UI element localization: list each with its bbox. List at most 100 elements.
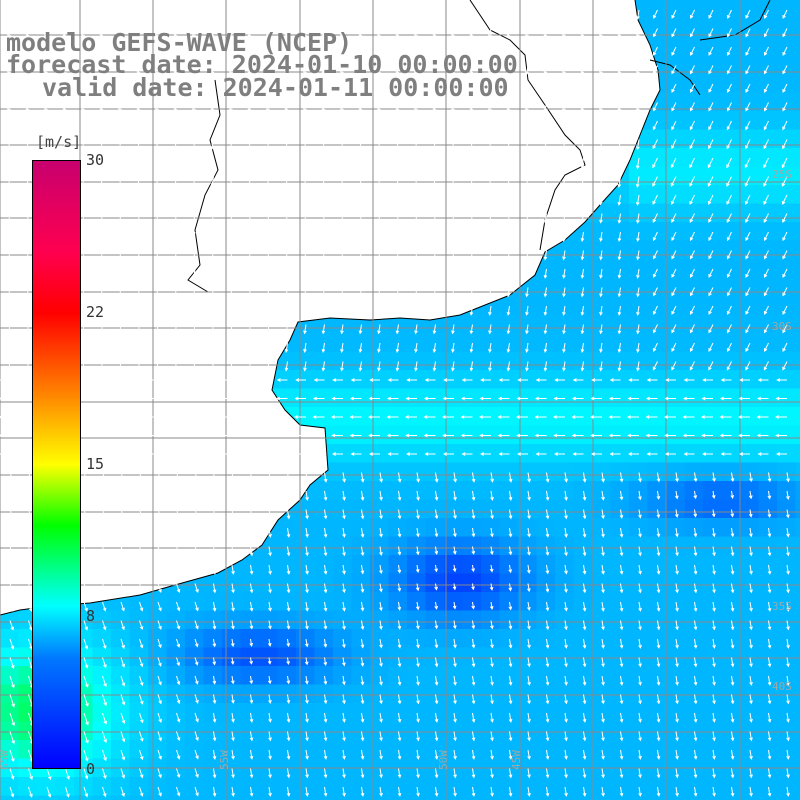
wind-arrow — [192, 65, 196, 76]
wind-arrow — [249, 749, 254, 760]
wind-arrow — [340, 324, 344, 335]
wind-arrow — [627, 433, 639, 438]
wind-arrow — [726, 102, 732, 112]
wind-arrow — [358, 268, 363, 279]
wind-arrow — [786, 712, 790, 723]
wind-arrow — [7, 342, 11, 353]
wind-arrow — [139, 546, 144, 556]
wind-arrow — [157, 620, 162, 631]
wind-arrow — [453, 675, 457, 686]
wind-arrow — [157, 749, 162, 760]
wind-arrow — [469, 139, 474, 150]
wind-arrow — [638, 731, 642, 742]
wind-arrow — [582, 472, 587, 483]
wind-arrow — [239, 396, 251, 401]
wind-arrow — [81, 231, 85, 242]
wind-arrow — [434, 712, 439, 723]
wind-arrow — [545, 564, 550, 575]
wind-arrow — [525, 287, 529, 298]
wind-arrow — [305, 694, 309, 705]
wind-arrow — [379, 527, 383, 538]
wind-arrow — [313, 378, 325, 382]
wind-arrow — [580, 250, 585, 261]
wind-arrow — [157, 527, 162, 538]
wind-arrow — [656, 620, 661, 631]
wind-arrow — [229, 194, 233, 206]
wind-arrow — [707, 157, 714, 169]
wind-arrow — [210, 102, 215, 113]
wind-arrow — [506, 342, 511, 353]
wind-arrow — [173, 102, 178, 113]
wind-arrow — [102, 638, 107, 650]
wind-arrow — [571, 415, 584, 419]
wind-arrow — [176, 638, 181, 648]
wind-arrow — [527, 583, 531, 593]
wind-arrow — [395, 46, 400, 57]
wind-arrow — [786, 601, 790, 612]
wind-arrow — [25, 120, 30, 132]
wind-arrow — [652, 250, 658, 260]
wind-arrow — [416, 786, 420, 797]
wind-arrow — [757, 378, 769, 382]
wind-arrow — [249, 675, 254, 685]
wind-arrow — [720, 452, 732, 456]
wind-arrow — [564, 712, 568, 723]
wind-arrow — [340, 176, 344, 188]
wind-arrow — [738, 415, 750, 419]
wind-arrow — [118, 194, 122, 206]
wind-arrow — [689, 194, 695, 205]
wind-arrow — [767, 564, 772, 575]
wind-arrow — [712, 768, 716, 779]
wind-arrow — [525, 139, 529, 150]
wind-arrow — [9, 620, 15, 631]
wind-arrow — [340, 9, 344, 20]
wind-arrow — [358, 65, 363, 76]
wind-arrow — [377, 305, 381, 316]
wind-arrow — [395, 268, 400, 279]
wind-arrow — [258, 452, 269, 456]
wind-arrow — [397, 509, 402, 520]
wind-arrow — [564, 620, 568, 631]
wind-arrow — [434, 731, 439, 742]
wind-arrow — [377, 9, 381, 20]
wind-arrow — [562, 361, 566, 372]
wind-arrow — [652, 268, 658, 278]
wind-arrow — [414, 83, 418, 94]
wind-arrow — [638, 768, 642, 779]
wind-arrow — [91, 452, 103, 456]
wind-arrow — [708, 250, 714, 260]
wind-arrow — [323, 583, 328, 594]
wind-arrow — [671, 102, 677, 112]
wind-arrow — [424, 378, 436, 382]
wind-arrow — [580, 361, 585, 372]
wind-arrow — [102, 527, 107, 538]
wind-arrow — [229, 157, 233, 169]
wind-arrow — [617, 305, 622, 316]
wind-arrow — [118, 102, 122, 113]
wind-arrow — [763, 287, 769, 297]
wind-arrow — [665, 452, 676, 456]
wind-arrow — [708, 361, 714, 371]
wind-arrow — [671, 324, 677, 334]
wind-arrow — [266, 305, 270, 317]
wind-arrow — [564, 527, 568, 538]
wind-arrow — [128, 378, 140, 382]
wind-arrow — [726, 120, 732, 131]
wind-arrow — [342, 601, 346, 612]
wind-arrow — [139, 638, 144, 649]
wind-arrow — [506, 157, 511, 169]
wind-arrow — [9, 472, 14, 483]
wind-arrow — [323, 601, 328, 612]
wind-arrow — [358, 361, 363, 372]
wind-arrow — [479, 433, 491, 438]
wind-arrow — [599, 28, 603, 39]
wind-arrow — [712, 620, 716, 631]
wind-arrow — [249, 694, 254, 704]
wind-arrow — [231, 546, 235, 557]
wind-arrow — [767, 712, 772, 723]
wind-arrow — [303, 194, 307, 206]
wind-arrow — [564, 638, 568, 649]
wind-arrow — [451, 157, 455, 169]
wind-arrow — [231, 527, 235, 538]
wind-arrow — [239, 452, 251, 456]
